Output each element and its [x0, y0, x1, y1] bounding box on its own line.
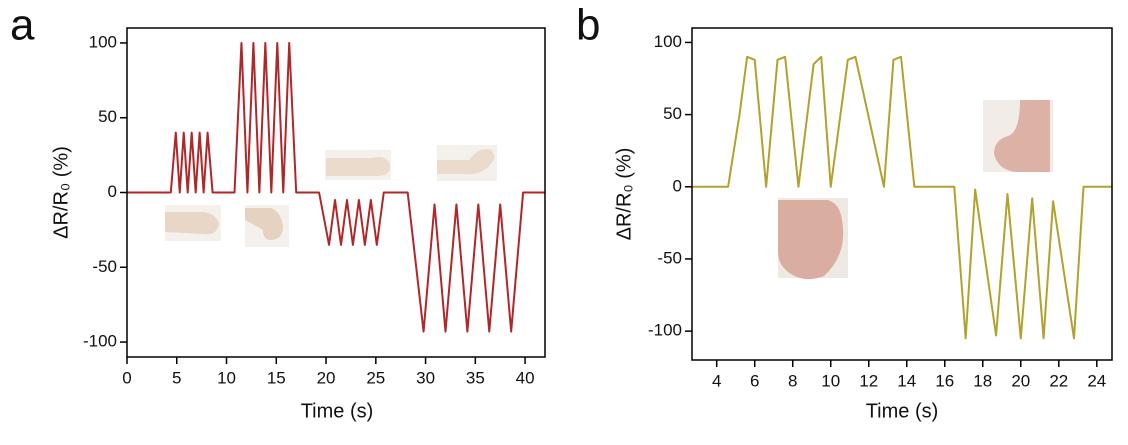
- x-axis-title: Time (s): [866, 400, 939, 422]
- y-tick-label: -100: [648, 321, 682, 340]
- data-line: [127, 41, 545, 333]
- y-tick-label: 100: [89, 32, 117, 51]
- panel-letter: a: [10, 1, 35, 50]
- x-tick-label: 8: [788, 371, 797, 390]
- x-tick-label: 22: [1049, 371, 1068, 390]
- x-tick-label: 18: [973, 371, 992, 390]
- y-axis-title: ΔR/R₀ (%): [50, 146, 72, 239]
- plot-frame: [691, 27, 1113, 361]
- x-tick-label: 12: [859, 371, 878, 390]
- x-tick-label: 20: [317, 368, 336, 387]
- x-tick-label: 10: [821, 371, 840, 390]
- x-tick-label: 20: [1011, 371, 1030, 390]
- panel-letter: b: [576, 1, 600, 50]
- y-tick-label: 0: [673, 176, 682, 195]
- x-tick-label: 0: [122, 368, 131, 387]
- x-tick-label: 16: [935, 371, 954, 390]
- x-tick-label: 40: [516, 368, 535, 387]
- data-line: [692, 55, 1112, 340]
- y-tick-label: 50: [98, 107, 117, 126]
- x-tick-label: 35: [466, 368, 485, 387]
- x-tick-label: 6: [750, 371, 759, 390]
- y-tick-label: -50: [657, 248, 682, 267]
- y-axis-title: ΔR/R₀ (%): [613, 148, 635, 241]
- y-tick-label: 50: [663, 104, 682, 123]
- y-tick-label: -50: [92, 257, 117, 276]
- x-tick-label: 14: [897, 371, 916, 390]
- x-tick-label: 15: [267, 368, 286, 387]
- x-tick-label: 5: [172, 368, 181, 387]
- plot-frame: [126, 27, 546, 358]
- y-tick-label: -100: [83, 332, 117, 351]
- x-tick-label: 4: [712, 371, 721, 390]
- x-tick-label: 30: [416, 368, 435, 387]
- x-axis-title: Time (s): [301, 400, 374, 422]
- y-tick-label: 100: [654, 32, 682, 51]
- photo-inset: [165, 100, 1053, 280]
- x-tick-label: 24: [1087, 371, 1106, 390]
- x-tick-label: 25: [366, 368, 385, 387]
- x-tick-label: 10: [217, 368, 236, 387]
- y-tick-label: 0: [108, 182, 117, 201]
